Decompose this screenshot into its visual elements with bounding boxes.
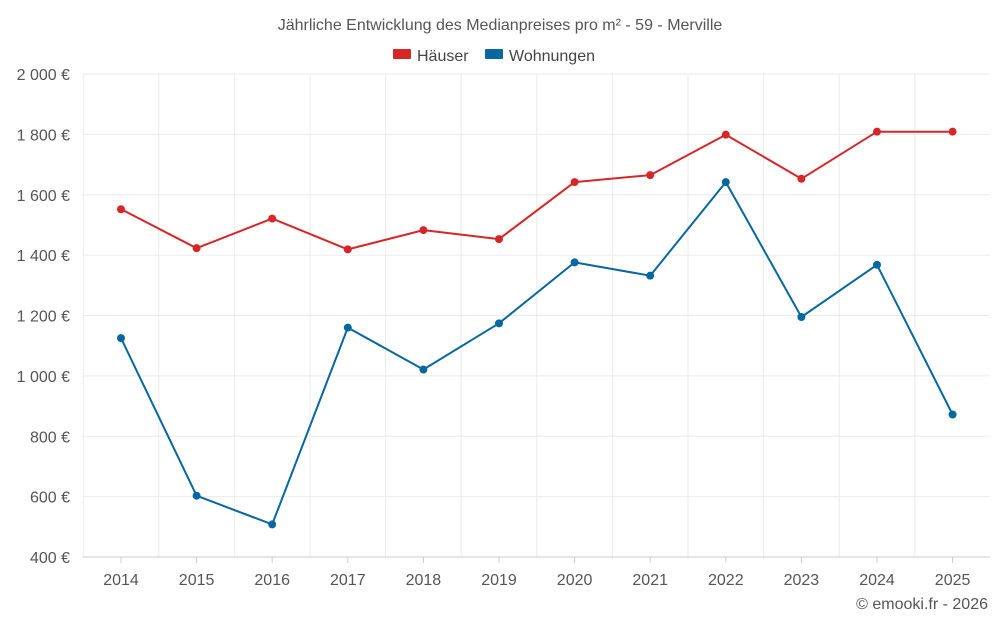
legend-label-apartments: Wohnungen — [509, 48, 595, 65]
y-axis-ticks: 400 € 600 € 800 € 1 000 € 1 200 € 1 400 € 1 60… — [17, 67, 70, 567]
y-tick-label: 1 200 € — [17, 309, 70, 326]
data-point[interactable] — [797, 174, 806, 183]
data-point[interactable] — [343, 323, 352, 332]
data-point[interactable] — [192, 491, 201, 500]
chart-title: Jährliche Entwicklung des Medianpreises … — [278, 17, 723, 34]
x-tick-label: 2023 — [784, 572, 820, 589]
x-tick-label: 2022 — [708, 572, 744, 589]
legend-label-houses: Häuser — [417, 48, 469, 65]
series-apartments — [117, 178, 957, 529]
data-point[interactable] — [721, 130, 730, 139]
y-tick-label: 1 800 € — [17, 127, 70, 144]
data-point[interactable] — [797, 313, 806, 322]
data-point[interactable] — [948, 410, 957, 419]
series-layer — [117, 127, 957, 529]
data-point[interactable] — [570, 258, 579, 267]
legend-item-apartments[interactable]: Wohnungen — [485, 48, 595, 65]
series-line — [120, 181, 954, 526]
data-point[interactable] — [570, 178, 579, 187]
data-point[interactable] — [419, 365, 428, 374]
legend-swatch-houses — [393, 49, 411, 59]
x-tick-label: 2020 — [557, 572, 593, 589]
x-tick-label: 2024 — [859, 572, 895, 589]
y-tick-label: 2 000 € — [17, 67, 70, 84]
x-tick-label: 2025 — [935, 572, 971, 589]
x-tick-label: 2019 — [481, 572, 517, 589]
y-tick-label: 800 € — [30, 429, 70, 446]
data-point[interactable] — [495, 235, 503, 244]
credit-text: © emooki.fr - 2026 — [856, 596, 988, 613]
y-tick-label: 400 € — [30, 550, 70, 567]
data-point[interactable] — [873, 260, 881, 269]
data-point[interactable] — [117, 205, 125, 214]
x-tick-label: 2017 — [330, 572, 366, 589]
data-point[interactable] — [268, 520, 277, 529]
series-line — [120, 130, 953, 251]
data-point[interactable] — [646, 171, 655, 180]
x-tick-label: 2021 — [632, 572, 668, 589]
legend: Häuser Wohnungen — [393, 48, 595, 65]
x-tick-label: 2014 — [103, 572, 139, 589]
y-tick-label: 1 000 € — [17, 369, 70, 386]
x-axis-ticks: 2014 2015 2016 2017 2018 2019 2020 2021 2022 2023… — [103, 557, 970, 589]
data-point[interactable] — [948, 127, 957, 136]
data-point[interactable] — [192, 244, 201, 253]
data-point[interactable] — [721, 178, 730, 187]
data-point[interactable] — [117, 334, 125, 343]
x-tick-label: 2016 — [254, 572, 290, 589]
data-point[interactable] — [268, 214, 277, 223]
legend-swatch-apartments — [485, 49, 503, 59]
data-point[interactable] — [873, 127, 881, 136]
x-tick-label: 2018 — [406, 572, 442, 589]
x-tick-label: 2015 — [179, 572, 215, 589]
data-point[interactable] — [343, 245, 352, 254]
data-point[interactable] — [495, 319, 503, 328]
series-houses — [117, 127, 957, 254]
legend-item-houses[interactable]: Häuser — [393, 48, 469, 65]
data-point[interactable] — [646, 271, 655, 280]
y-tick-label: 1 600 € — [17, 188, 70, 205]
y-tick-label: 1 400 € — [17, 248, 70, 265]
data-point[interactable] — [419, 226, 428, 235]
y-tick-label: 600 € — [30, 490, 70, 507]
